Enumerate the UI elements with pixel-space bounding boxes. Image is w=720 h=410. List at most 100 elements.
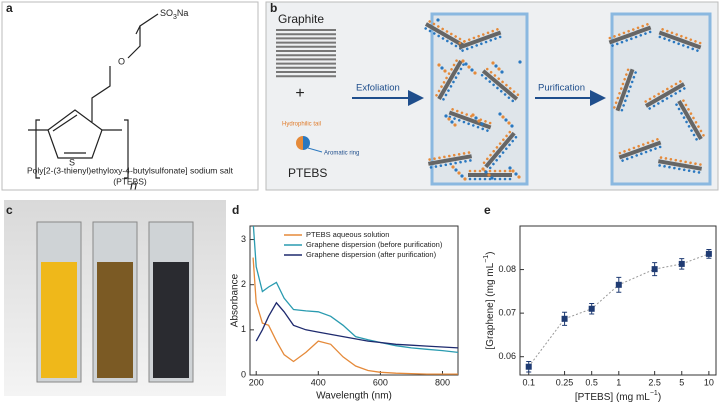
polymer	[646, 141, 650, 145]
y-tick-label: 0.08	[498, 264, 516, 274]
polymer	[503, 93, 507, 96]
free-polymer	[453, 123, 457, 127]
polymer	[630, 155, 634, 159]
panel-a-frame	[1, 1, 259, 191]
step-label: Exfoliation	[356, 83, 400, 94]
polymer	[461, 49, 464, 52]
x-tick-label: 0.25	[556, 377, 574, 387]
structure-drawing	[28, 13, 159, 179]
polymer	[634, 71, 637, 74]
polymer	[480, 73, 484, 77]
polymer	[657, 102, 660, 105]
legend-label: Graphene dispersion (after purification)	[306, 250, 437, 259]
polymer	[476, 125, 480, 129]
polymer	[690, 129, 693, 132]
polymer	[621, 82, 625, 86]
polymer	[483, 177, 487, 181]
label-part: [Graphene] (mg mL	[485, 262, 496, 349]
polymer	[699, 163, 702, 166]
polymer	[514, 135, 518, 139]
polymer	[511, 99, 515, 103]
polymer	[665, 97, 669, 100]
polymer	[635, 154, 638, 157]
x-tick-label: 5	[679, 377, 684, 387]
polymer	[634, 35, 638, 39]
trend-line	[528, 253, 710, 367]
polymer	[462, 63, 465, 66]
polymer	[653, 95, 656, 98]
polymer	[488, 169, 492, 173]
polymer	[694, 40, 697, 43]
polymer	[682, 116, 686, 119]
polymer	[499, 89, 503, 93]
polymer	[639, 34, 643, 37]
polymer	[450, 42, 453, 45]
polymer	[664, 157, 668, 160]
flake	[658, 28, 702, 52]
y-tick-label: 0	[241, 369, 246, 379]
flake	[608, 23, 652, 47]
x-tick-label: 0.1	[522, 377, 535, 387]
sheet	[658, 30, 702, 50]
free-polymer	[444, 114, 448, 118]
polymer	[439, 164, 443, 167]
x-tick-label: 2.5	[648, 377, 661, 387]
polymer	[667, 39, 671, 42]
polymer	[498, 169, 502, 173]
graphite-stack	[276, 29, 336, 78]
polymer	[702, 134, 705, 137]
polymer	[441, 27, 444, 31]
polymer	[658, 35, 662, 39]
polymer	[503, 169, 507, 173]
polymer	[480, 42, 483, 46]
polymer	[677, 107, 681, 111]
flake	[644, 80, 686, 110]
polymer	[675, 33, 678, 36]
plot-frame	[249, 225, 459, 376]
free-polymer	[518, 60, 522, 64]
free-polymer	[491, 61, 495, 65]
polymer	[659, 156, 663, 159]
polymer	[611, 44, 614, 47]
polymer	[457, 153, 461, 156]
flake	[427, 151, 473, 169]
polymer	[684, 160, 687, 164]
polymer	[623, 77, 626, 81]
x-tick-label: 600	[373, 377, 388, 387]
polymer	[432, 22, 436, 26]
polymer	[450, 32, 453, 36]
polymer	[503, 177, 507, 181]
polymer	[670, 31, 674, 35]
polymer	[652, 104, 656, 108]
free-polymer	[500, 70, 504, 74]
polymer	[502, 138, 505, 142]
sheet	[427, 154, 473, 166]
free-polymer	[484, 170, 488, 174]
polymer	[438, 156, 441, 160]
x-axis-label: Wavelength (nm)	[316, 391, 392, 402]
free-polymer	[477, 119, 481, 123]
polymer	[467, 151, 471, 154]
caption: (PTEBS)	[113, 176, 147, 186]
y-tick-label: 2	[241, 279, 246, 289]
polymer	[446, 39, 449, 43]
legend-label: PTEBS aqueous solution	[306, 230, 389, 239]
polymer	[620, 108, 624, 112]
polymer	[516, 93, 520, 97]
polymer	[452, 63, 456, 67]
panel-label: e	[484, 203, 491, 217]
group-sub: 3	[173, 14, 177, 21]
polymer	[684, 103, 688, 107]
polymer	[488, 121, 492, 125]
polymer	[508, 87, 512, 90]
oxygen: O	[118, 56, 125, 66]
polymer	[481, 127, 485, 131]
flakes	[424, 18, 705, 181]
polymer	[678, 89, 682, 93]
polymer	[692, 170, 696, 173]
polymer	[444, 93, 448, 97]
polymer	[484, 40, 488, 44]
polymer	[614, 101, 618, 105]
polymer	[495, 158, 498, 162]
polymer	[472, 36, 476, 40]
